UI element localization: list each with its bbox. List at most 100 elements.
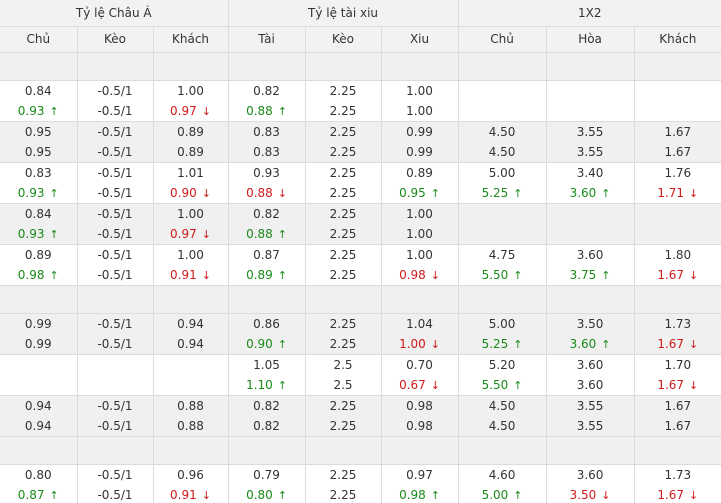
odds-text: 0.98 (17, 267, 45, 282)
odds-text: 0.84 (24, 83, 52, 98)
current-odds-value: 2.25 (306, 183, 381, 203)
current-odds-value: 0.93 ↑ (0, 224, 77, 244)
separator-cell (458, 51, 547, 80)
current-odds-value: 3.60 (547, 375, 634, 395)
arrow-down-icon: ↓ (430, 337, 440, 351)
odds-text: 0.97 (170, 103, 197, 118)
odds-text: 3.55 (576, 124, 604, 139)
odds-text: 0.97 (406, 467, 433, 482)
current-odds-value: 3.50 ↓ (547, 485, 634, 503)
odds-text: 1.70 (664, 357, 692, 372)
separator-row (0, 51, 721, 80)
current-odds-value: 0.88 (154, 416, 228, 436)
arrow-down-icon: ↓ (689, 378, 699, 392)
opening-odds-value: 0.93 (229, 163, 305, 183)
opening-odds-value: 0.95 (0, 122, 77, 142)
odds-text: 0.93 (17, 226, 45, 241)
arrow-up-icon: ↑ (601, 337, 611, 351)
cell-draw (546, 79, 635, 121)
current-odds-value: 5.50 ↑ (459, 265, 546, 285)
cell-1x2-away: 1.67 1.67 (634, 394, 721, 436)
opening-odds-value: 2.25 (306, 81, 381, 101)
opening-odds-value: 0.89 (0, 245, 77, 265)
odds-text: 1.04 (406, 316, 433, 331)
odds-text: 0.99 (406, 144, 433, 159)
current-odds-value: 1.00 (382, 101, 458, 121)
cell-1x2-away (634, 202, 721, 244)
cell-1x2-home: 4.50 4.50 (458, 120, 547, 162)
odds-text: 3.55 (576, 144, 604, 159)
current-odds-value: 0.83 (229, 142, 305, 162)
odds-text: 0.88 (177, 398, 204, 413)
current-odds-value: 4.50 (459, 416, 546, 436)
odds-text: 0.70 (406, 357, 433, 372)
cell-handicap: -0.5/1 -0.5/1 (77, 120, 154, 162)
current-odds-value: 1.67 ↓ (635, 265, 721, 285)
cell-over-odds: 0.87 0.89 ↑ (228, 243, 306, 285)
arrow-up-icon: ↑ (277, 227, 287, 241)
opening-odds-value: 1.00 (154, 245, 228, 265)
arrow-down-icon: ↓ (689, 268, 699, 282)
odds-text: 1.00 (406, 247, 433, 262)
odds-row: 0.95 0.95 -0.5/1 -0.5/1 0.89 0.89 0.83 0.83 2.25… (0, 120, 721, 162)
arrow-down-icon: ↓ (689, 337, 699, 351)
group-header-1x2: 1X2 (458, 0, 721, 26)
odds-text: 0.93 (17, 185, 45, 200)
current-odds-value: 0.98 (382, 416, 458, 436)
opening-odds-value: -0.5/1 (78, 163, 153, 183)
current-odds-value: 1.67 ↓ (635, 485, 721, 503)
column-header-draw: Hòa (546, 25, 635, 52)
cell-1x2-home (458, 79, 547, 121)
odds-text: 0.80 (24, 467, 52, 482)
current-odds-value: 0.99 (0, 334, 77, 354)
cell-home-odds: 0.89 0.98 ↑ (0, 243, 78, 285)
odds-text: 5.50 (481, 377, 509, 392)
current-odds-value: 0.90 ↓ (154, 183, 228, 203)
opening-odds-value: 3.60 (547, 355, 634, 375)
current-odds-value: -0.5/1 (78, 183, 153, 203)
arrow-down-icon: ↓ (201, 104, 211, 118)
cell-away-odds: 0.94 0.94 (153, 312, 229, 354)
odds-text: 0.88 (246, 226, 273, 241)
odds-text: 0.93 (17, 103, 45, 118)
odds-text: 0.87 (17, 487, 45, 502)
opening-odds-value: 0.89 (382, 163, 458, 183)
current-odds-value: 1.10 ↑ (229, 375, 305, 395)
opening-odds-value: 1.00 (154, 81, 228, 101)
group-header-row: Tỷ lệ Châu Á Tỷ lệ tài xiu 1X2 (0, 0, 721, 26)
current-odds-value: 1.67 ↓ (635, 375, 721, 395)
opening-odds-value: 1.73 (635, 465, 721, 485)
cell-line: 2.25 2.25 (305, 243, 382, 285)
odds-text: 0.80 (246, 487, 273, 502)
odds-text: 2.25 (329, 247, 357, 262)
odds-text: -0.5/1 (97, 487, 133, 502)
opening-odds-value: 3.50 (547, 314, 634, 334)
separator-cell (381, 284, 459, 313)
opening-odds-value: 0.88 (154, 396, 228, 416)
opening-odds-value: 0.84 (0, 81, 77, 101)
current-odds-value: 2.25 (306, 224, 381, 244)
odds-text: 2.25 (329, 144, 357, 159)
current-odds-value: 3.60 ↑ (547, 183, 634, 203)
cell-over-odds: 0.83 0.83 (228, 120, 306, 162)
odds-text: 5.20 (488, 357, 516, 372)
odds-text: 1.71 (657, 185, 685, 200)
opening-odds-value: 0.98 (382, 396, 458, 416)
odds-text: -0.5/1 (97, 206, 133, 221)
odds-text: 5.00 (481, 487, 509, 502)
opening-odds-value: 0.99 (382, 122, 458, 142)
opening-odds-value: -0.5/1 (78, 396, 153, 416)
cell-handicap: -0.5/1 -0.5/1 (77, 394, 154, 436)
cell-over-odds: 0.93 0.88 ↓ (228, 161, 306, 203)
cell-over-odds: 0.79 0.80 ↑ (228, 463, 306, 503)
current-odds-value: 0.97 ↓ (154, 224, 228, 244)
cell-line: 2.25 2.25 (305, 202, 382, 244)
current-odds-value: 0.88 ↑ (229, 224, 305, 244)
arrow-up-icon: ↑ (513, 337, 523, 351)
opening-odds-value: 0.82 (229, 81, 305, 101)
current-odds-value: 2.5 (306, 375, 381, 395)
odds-text: 1.67 (664, 418, 692, 433)
odds-text: 5.00 (488, 316, 516, 331)
odds-text: 1.10 (246, 377, 273, 392)
